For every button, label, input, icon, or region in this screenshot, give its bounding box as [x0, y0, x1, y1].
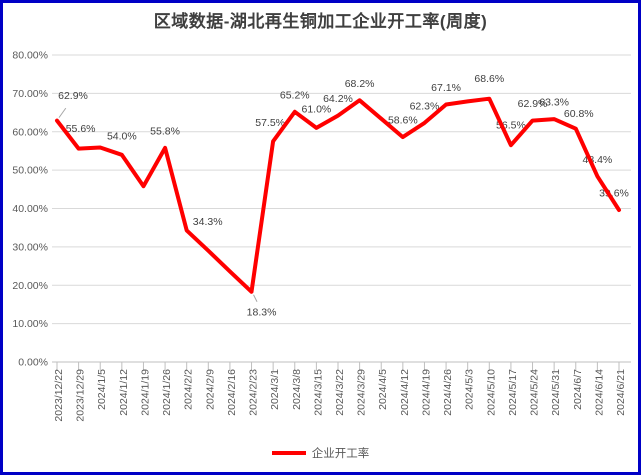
x-tick-label: 2024/6/21 — [615, 369, 627, 416]
data-point-label: 63.3% — [539, 97, 569, 109]
x-tick-label: 2023/12/29 — [75, 369, 87, 422]
x-tick-label: 2024/5/31 — [550, 369, 562, 416]
y-tick-label: 10.00% — [12, 318, 48, 330]
data-point-label: 58.6% — [388, 115, 418, 127]
data-point-label: 62.9% — [58, 90, 88, 102]
x-tick-label: 2024/1/26 — [161, 369, 173, 416]
series-line — [55, 96, 621, 294]
y-tick-label: 30.00% — [12, 241, 48, 253]
x-tick-label: 2023/12/22 — [53, 369, 65, 422]
x-tick-label: 2024/3/8 — [291, 369, 303, 410]
data-point-label: 57.5% — [255, 117, 285, 129]
x-tick-label: 2024/4/5 — [377, 369, 389, 410]
data-point-label: 67.1% — [431, 82, 461, 94]
x-tick-label: 2024/4/19 — [420, 369, 432, 416]
x-tick-label: 2024/1/19 — [139, 369, 151, 416]
x-tick-label: 2024/5/17 — [507, 369, 519, 416]
data-point-label: 55.6% — [66, 123, 96, 135]
y-tick-label: 40.00% — [12, 203, 48, 215]
x-tick-label: 2024/6/7 — [572, 369, 584, 410]
data-point-label: 55.8% — [150, 125, 180, 137]
x-tick-label: 2024/3/22 — [334, 369, 346, 416]
x-tick-label: 2024/1/12 — [118, 369, 130, 416]
data-point-label: 34.3% — [193, 216, 223, 228]
data-point-label: 61.0% — [301, 103, 331, 115]
data-point-label: 68.6% — [474, 73, 504, 85]
y-tick-label: 60.00% — [12, 126, 48, 138]
legend-line-swatch-icon — [271, 451, 306, 455]
y-tick-label: 80.00% — [12, 50, 48, 62]
data-point-label: 62.9% — [518, 98, 548, 110]
x-tick-label: 2024/1/5 — [96, 369, 108, 410]
label-leader-line — [253, 294, 258, 302]
y-tick-label: 70.00% — [12, 88, 48, 100]
x-tick-label: 2024/6/14 — [593, 369, 605, 416]
data-point-label: 54.0% — [107, 130, 137, 142]
data-point-label: 62.3% — [410, 100, 440, 112]
x-tick-label: 2024/3/1 — [269, 369, 281, 410]
x-tick-label: 2024/2/16 — [226, 369, 238, 416]
data-point-label: 64.2% — [323, 93, 353, 105]
legend-series-label: 企业开工率 — [311, 448, 370, 460]
chart-title: 区域数据-湖北再生铜加工企业开工率(周度) — [153, 12, 488, 31]
x-tick-label: 2024/3/29 — [356, 369, 368, 416]
data-point-label: 68.2% — [345, 78, 375, 90]
data-point-label: 60.8% — [564, 108, 594, 120]
chart-legend: 企业开工率 — [0, 444, 641, 462]
y-tick-label: 50.00% — [12, 165, 48, 177]
x-tick-label: 2024/5/24 — [529, 369, 541, 416]
y-tick-label: 0.00% — [18, 357, 48, 369]
x-tick-label: 2024/3/15 — [312, 369, 324, 416]
x-tick-label: 2024/2/23 — [248, 369, 260, 416]
data-point-label: 65.2% — [280, 89, 310, 101]
x-tick-label: 2024/4/12 — [399, 369, 411, 416]
x-tick-label: 2024/2/2 — [183, 369, 195, 410]
x-tick-label: 2024/4/26 — [442, 369, 454, 416]
y-tick-label: 20.00% — [12, 280, 48, 292]
x-tick-label: 2024/2/9 — [204, 369, 216, 410]
label-leader-line — [58, 107, 67, 118]
x-tick-label: 2024/5/10 — [485, 369, 497, 416]
data-point-label: 18.3% — [247, 306, 277, 318]
x-tick-label: 2024/5/3 — [464, 369, 476, 410]
